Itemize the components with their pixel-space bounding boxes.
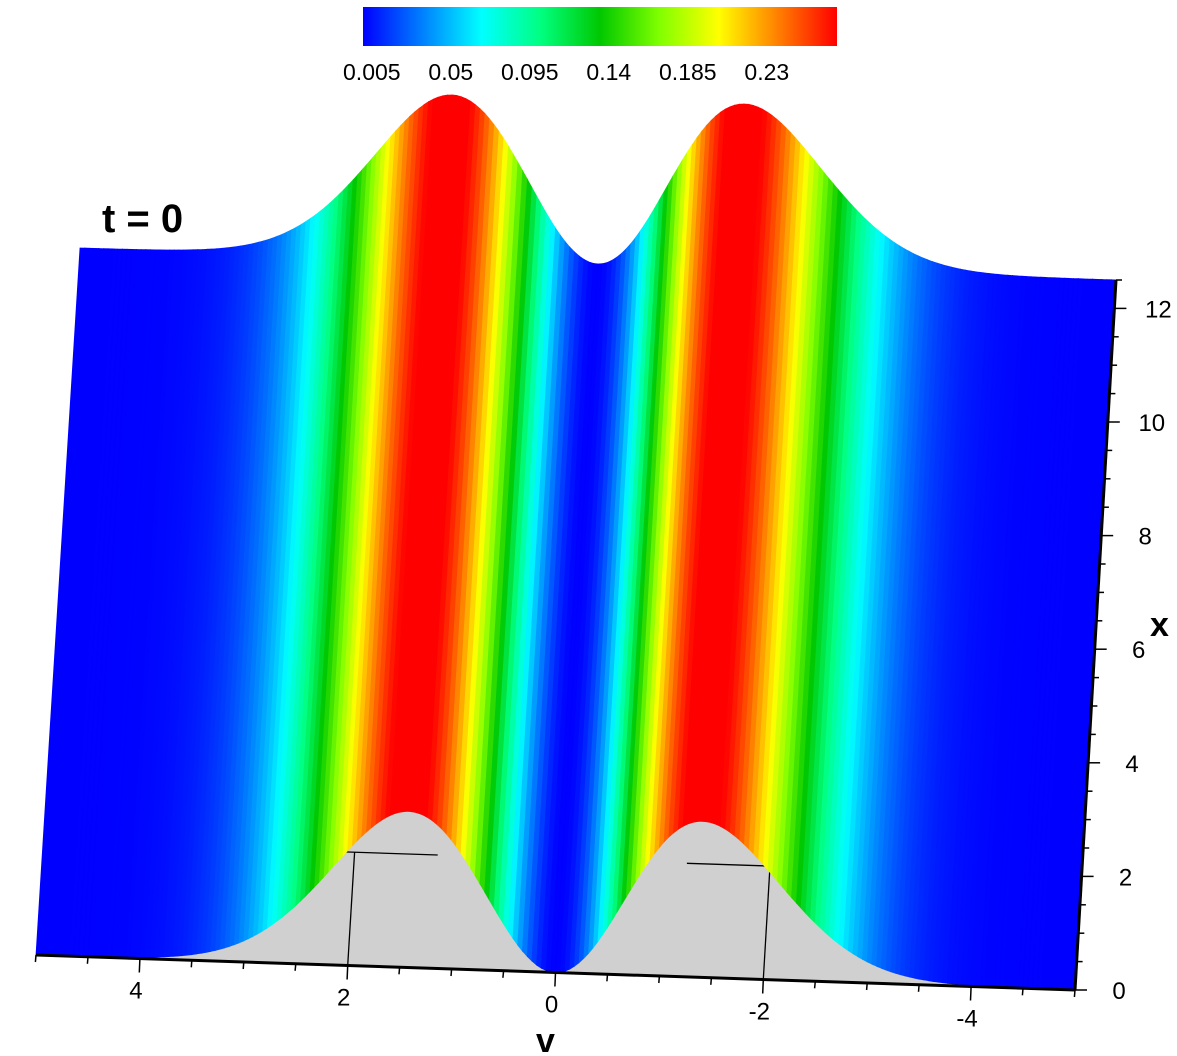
v-minor-tick [865,982,868,991]
v-minor-tick [1021,988,1024,996]
colorbar-labels: 0.005 0.05 0.095 0.14 0.185 0.23 [343,59,789,85]
v-minor-tick [502,970,505,978]
v-major-tick [761,979,765,994]
v-minor-tick [658,975,661,984]
v-minor-tick [917,984,920,992]
v-tick-label: 0 [545,992,558,1019]
colorbar-tick-label: 0.185 [659,59,717,85]
v-axis-title: v [536,1022,555,1056]
x-tick-label: 12 [1145,296,1172,323]
colorbar: 0.005 0.05 0.095 0.14 0.185 0.23 [343,7,837,85]
v-minor-tick [86,956,89,964]
v-minor-tick [34,954,37,963]
floor-fill [36,811,1075,990]
v-major-tick [346,965,349,980]
v-tick-label: -2 [749,999,770,1026]
surface [35,94,1117,991]
v-major-tick [554,972,557,987]
v-minor-tick [710,977,713,985]
x-axis-line [1073,279,1118,991]
colorbar-tick-label: 0.14 [586,59,631,85]
x-tick-label: 4 [1125,751,1138,778]
colorbar-tick-label: 0.05 [428,59,473,85]
time-label: t = 0 [102,197,183,241]
x-tick-label: 2 [1119,864,1132,891]
v-tick-label: 2 [337,985,350,1012]
x-tick-label: 6 [1132,637,1145,664]
colorbar-tick-label: 0.095 [501,59,559,85]
v-major-tick [138,958,141,973]
x-tick-label: 8 [1139,524,1152,551]
v-minor-tick [1073,989,1076,998]
v-minor-tick [606,974,609,982]
v-tick-label: -4 [956,1006,977,1033]
floor-grid-line [762,865,771,980]
x-tick-label: 10 [1138,410,1165,437]
x-axis-title: x [1150,606,1169,644]
axes: 4 2 0 -2 -4 0 2 4 6 8 10 12 [34,279,1172,1033]
v-minor-tick [294,963,297,971]
v-minor-tick [242,961,245,970]
colorbar-bar [363,7,837,46]
v-tick-label: 4 [129,978,142,1005]
v-minor-tick [450,968,453,977]
v-minor-tick [190,960,193,968]
colorbar-tick-label: 0.23 [744,59,789,85]
colorbar-tick-label: 0.005 [343,59,401,85]
floor-grid-line [347,852,356,966]
x-tick-label: 0 [1112,978,1125,1005]
v-major-tick [969,986,972,1001]
v-minor-tick [398,967,401,975]
v-minor-tick [813,981,817,989]
